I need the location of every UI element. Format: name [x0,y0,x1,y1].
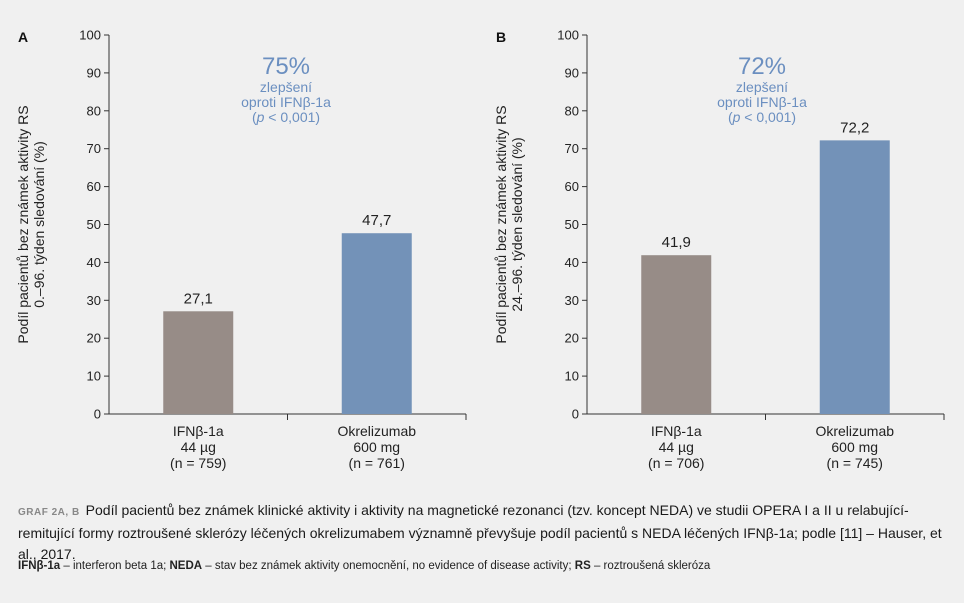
y-tick-label: 10 [87,369,101,384]
annotation-percentage: 72% [738,53,786,80]
y-tick-label: 90 [565,65,579,80]
y-tick-label: 80 [565,103,579,118]
caption-text: Podíl pacientů bez známek klinické aktiv… [18,502,942,562]
abbr-term: NEDA [169,560,203,572]
x-category-label: Okrelizumab [337,423,416,439]
figure-caption: GRAF 2A, B Podíl pacientů bez známek klin… [18,500,948,565]
y-tick-label: 100 [557,28,579,43]
y-tick-label: 80 [87,103,101,118]
bar [641,255,712,414]
y-tick-label: 90 [87,65,101,80]
panel-label: A [18,29,28,45]
abbr-def: – roztroušená skleróza [590,560,711,572]
caption-label: GRAF 2A, B [18,507,80,518]
bar [163,311,234,414]
abbr-term: RS [574,560,591,572]
annotation-p-value: (p < 0,001) [728,109,796,125]
y-axis-label: 24.–96. týden sledování (%) [509,137,525,311]
y-axis-label: Podíl pacientů bez známek aktivity RS [493,105,509,343]
abbr-def: – interferon beta 1a; [60,560,170,572]
x-category-label: (n = 761) [349,455,405,471]
bar-value-label: 27,1 [184,290,213,307]
bar-value-label: 47,7 [362,212,391,229]
bar-value-label: 41,9 [662,234,691,251]
y-tick-label: 100 [79,28,101,43]
annotation-percentage: 75% [262,53,310,80]
y-tick-label: 0 [94,407,101,422]
y-tick-label: 30 [565,293,579,308]
annotation-p-value: (p < 0,001) [252,109,320,125]
y-tick-label: 0 [572,407,579,422]
x-category-label: 44 µg [181,439,216,455]
x-category-label: 600 mg [831,439,878,455]
x-category-label: (n = 745) [827,455,883,471]
y-tick-label: 40 [565,255,579,270]
annotation-text: oproti IFNβ-1a [241,94,331,110]
bar-value-label: 72,2 [840,119,869,136]
annotation-text: oproti IFNβ-1a [717,94,807,110]
y-tick-label: 60 [87,179,101,194]
y-tick-label: 50 [87,217,101,232]
x-category-label: IFNβ-1a [173,423,224,439]
abbr-def: – stav bez známek aktivity onemocnění, n… [202,560,575,572]
panel-label: B [496,29,506,45]
y-tick-label: 70 [565,141,579,156]
y-axis-label: 0.–96. týden sledování (%) [31,141,47,308]
y-tick-label: 20 [565,331,579,346]
abbreviations: IFNβ-1a – interferon beta 1a; NEDA – sta… [18,560,948,572]
x-category-label: 44 µg [659,439,694,455]
annotation-text: zlepšení [260,79,312,95]
abbr-term: IFNβ-1a [18,560,61,572]
annotation-text: zlepšení [736,79,788,95]
y-tick-label: 40 [87,255,101,270]
y-tick-label: 20 [87,331,101,346]
bar [819,140,890,414]
y-axis-label: Podíl pacientů bez známek aktivity RS [15,105,31,343]
x-category-label: 600 mg [353,439,400,455]
y-tick-label: 50 [565,217,579,232]
x-category-label: (n = 706) [648,455,704,471]
y-tick-label: 70 [87,141,101,156]
y-tick-label: 60 [565,179,579,194]
x-category-label: IFNβ-1a [651,423,702,439]
bar [341,233,412,414]
x-category-label: (n = 759) [170,455,226,471]
y-tick-label: 10 [565,369,579,384]
x-category-label: Okrelizumab [815,423,894,439]
y-tick-label: 30 [87,293,101,308]
